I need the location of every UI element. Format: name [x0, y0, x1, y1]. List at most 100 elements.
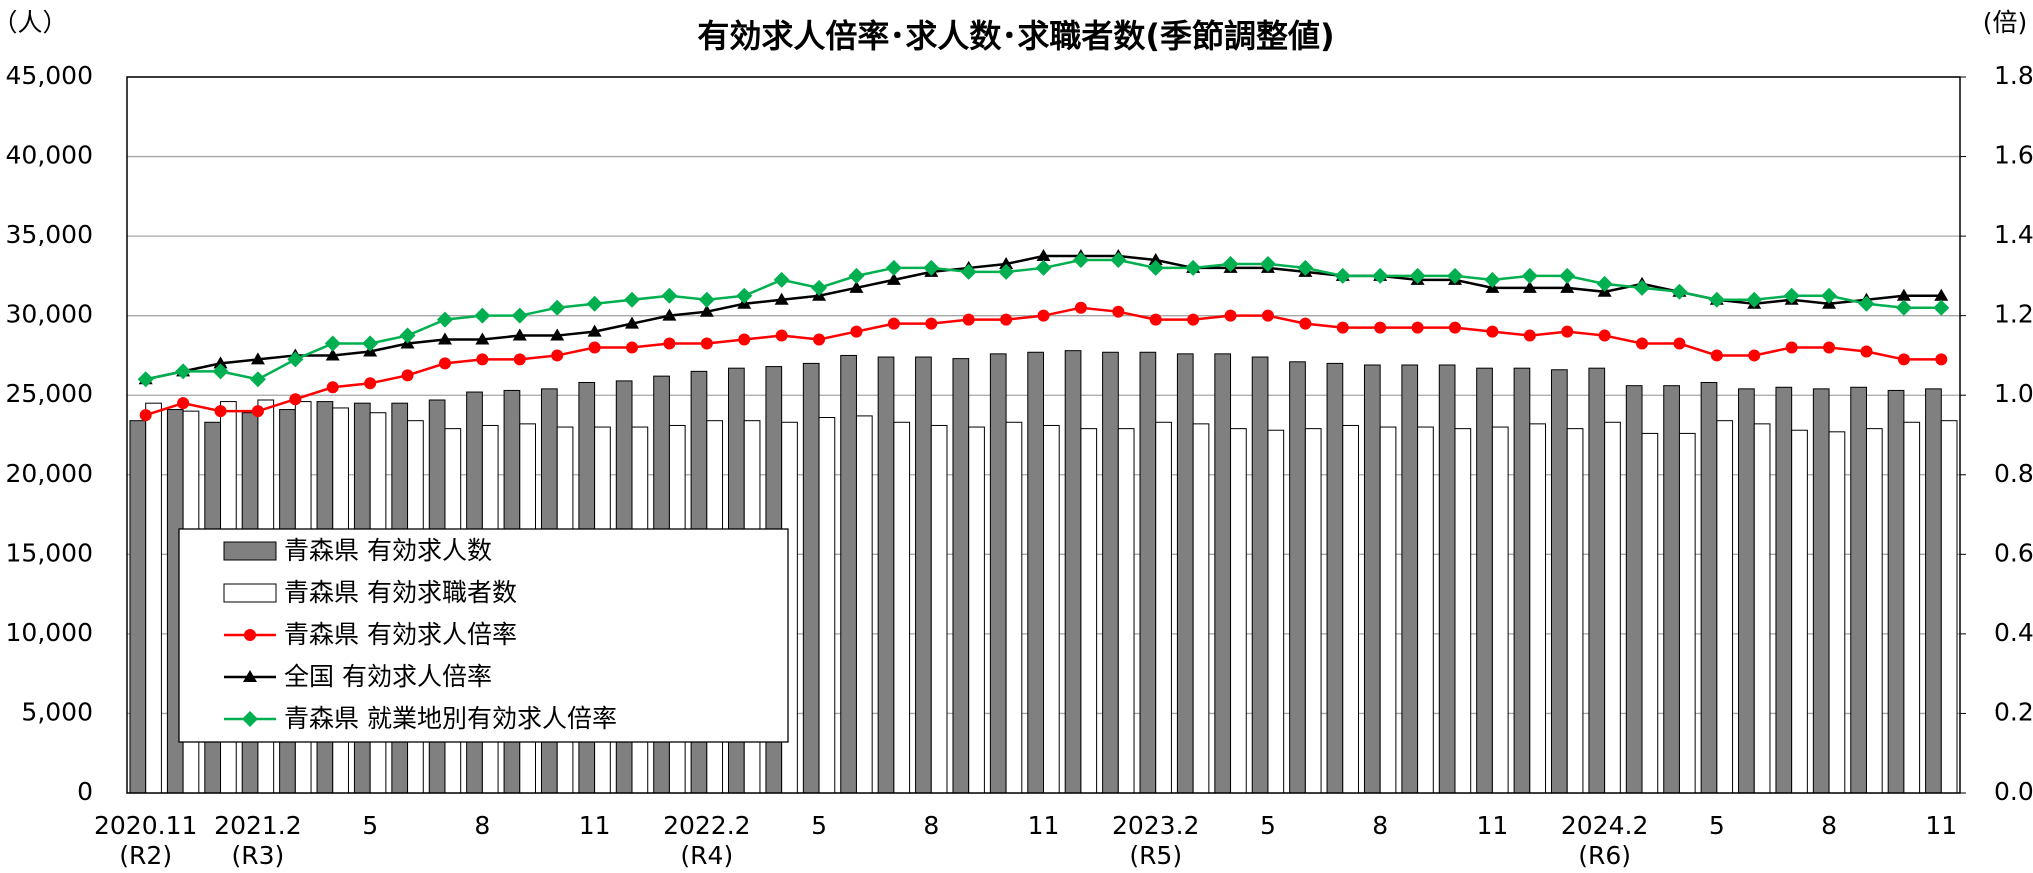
marker: [1783, 287, 1800, 304]
marker: [364, 377, 377, 390]
y-tick-label: 35,000: [6, 220, 93, 249]
x-tick-label: 8: [923, 811, 939, 840]
marker: [1037, 309, 1050, 322]
marker: [774, 292, 789, 305]
bar: [802, 362, 820, 794]
marker: [1748, 349, 1761, 362]
marker: [212, 363, 229, 380]
marker: [698, 291, 715, 308]
marker: [362, 335, 379, 352]
marker: [813, 333, 826, 346]
marker: [1297, 259, 1314, 276]
marker: [177, 397, 190, 410]
marker: [1522, 280, 1537, 293]
marker: [1448, 321, 1461, 334]
bar: [1363, 364, 1381, 794]
marker: [1072, 251, 1089, 268]
marker: [1224, 309, 1237, 322]
marker: [962, 313, 975, 326]
bar: [915, 356, 932, 794]
bar: [1064, 350, 1082, 794]
marker: [1860, 345, 1873, 358]
y-tick-label: 5,000: [21, 697, 93, 726]
bar: [930, 424, 948, 794]
marker: [1486, 325, 1499, 338]
bar: [1267, 429, 1285, 794]
marker: [1636, 337, 1649, 350]
legend-marker: [243, 670, 257, 682]
bar: [968, 426, 985, 794]
marker: [475, 332, 490, 345]
bar: [1850, 386, 1867, 794]
marker: [511, 307, 528, 324]
marker: [587, 324, 602, 337]
bar: [1176, 353, 1194, 794]
marker: [550, 328, 565, 341]
x-tick-label: 11: [1028, 811, 1060, 840]
marker: [736, 287, 753, 304]
bar: [1865, 428, 1883, 794]
marker: [1409, 267, 1426, 284]
marker: [551, 349, 564, 362]
marker: [1372, 267, 1389, 284]
bar: [1566, 428, 1584, 794]
bar: [1027, 351, 1045, 794]
marker: [289, 393, 302, 406]
bar: [1588, 367, 1606, 794]
y-tick-label: 45,000: [6, 61, 93, 90]
bar: [1214, 353, 1232, 794]
bar: [1641, 432, 1659, 794]
marker: [1673, 337, 1686, 350]
legend-label: 青森県 有効求人倍率: [284, 620, 517, 649]
marker: [1374, 321, 1387, 334]
marker: [214, 405, 227, 418]
bar: [840, 354, 857, 794]
marker: [1634, 279, 1651, 296]
marker: [399, 327, 416, 344]
bar: [877, 356, 895, 794]
y-unit: （人）: [0, 8, 68, 37]
marker: [588, 341, 601, 354]
y2-unit: (倍): [1983, 8, 2028, 37]
marker: [1746, 291, 1763, 308]
marker: [251, 405, 264, 418]
marker: [998, 263, 1015, 280]
marker: [700, 337, 713, 350]
marker: [1523, 329, 1536, 342]
legend-marker: [242, 711, 258, 727]
bar: [1326, 362, 1344, 794]
x-tick-label: 11: [579, 811, 611, 840]
marker: [175, 363, 192, 380]
bar: [1043, 424, 1060, 794]
marker: [437, 332, 452, 345]
marker: [1933, 299, 1950, 316]
bar: [1716, 420, 1734, 794]
marker: [1935, 353, 1948, 366]
bar: [1604, 421, 1621, 794]
marker: [1148, 252, 1163, 265]
x-tick-label: 11: [1925, 811, 1957, 840]
x-tick-label: 2024.2: [1561, 811, 1648, 840]
legend-swatch: [223, 541, 277, 561]
marker: [324, 335, 341, 352]
marker: [1074, 301, 1087, 314]
marker: [1596, 275, 1613, 292]
marker: [625, 316, 640, 329]
marker: [476, 353, 489, 366]
marker: [1259, 255, 1276, 272]
bar: [855, 415, 873, 794]
bar: [1700, 381, 1718, 794]
chart-title: 有効求人倍率･求人数･求職者数(季節調整値): [697, 17, 1334, 55]
marker: [775, 329, 788, 342]
marker: [438, 357, 451, 370]
y-tick-label: 40,000: [6, 141, 93, 170]
marker: [436, 311, 453, 328]
marker: [1446, 267, 1463, 284]
y2-tick-label: 1.0: [1994, 379, 2033, 408]
bar: [1251, 356, 1269, 794]
marker: [848, 267, 865, 284]
marker: [1110, 251, 1127, 268]
bar: [1663, 385, 1680, 794]
